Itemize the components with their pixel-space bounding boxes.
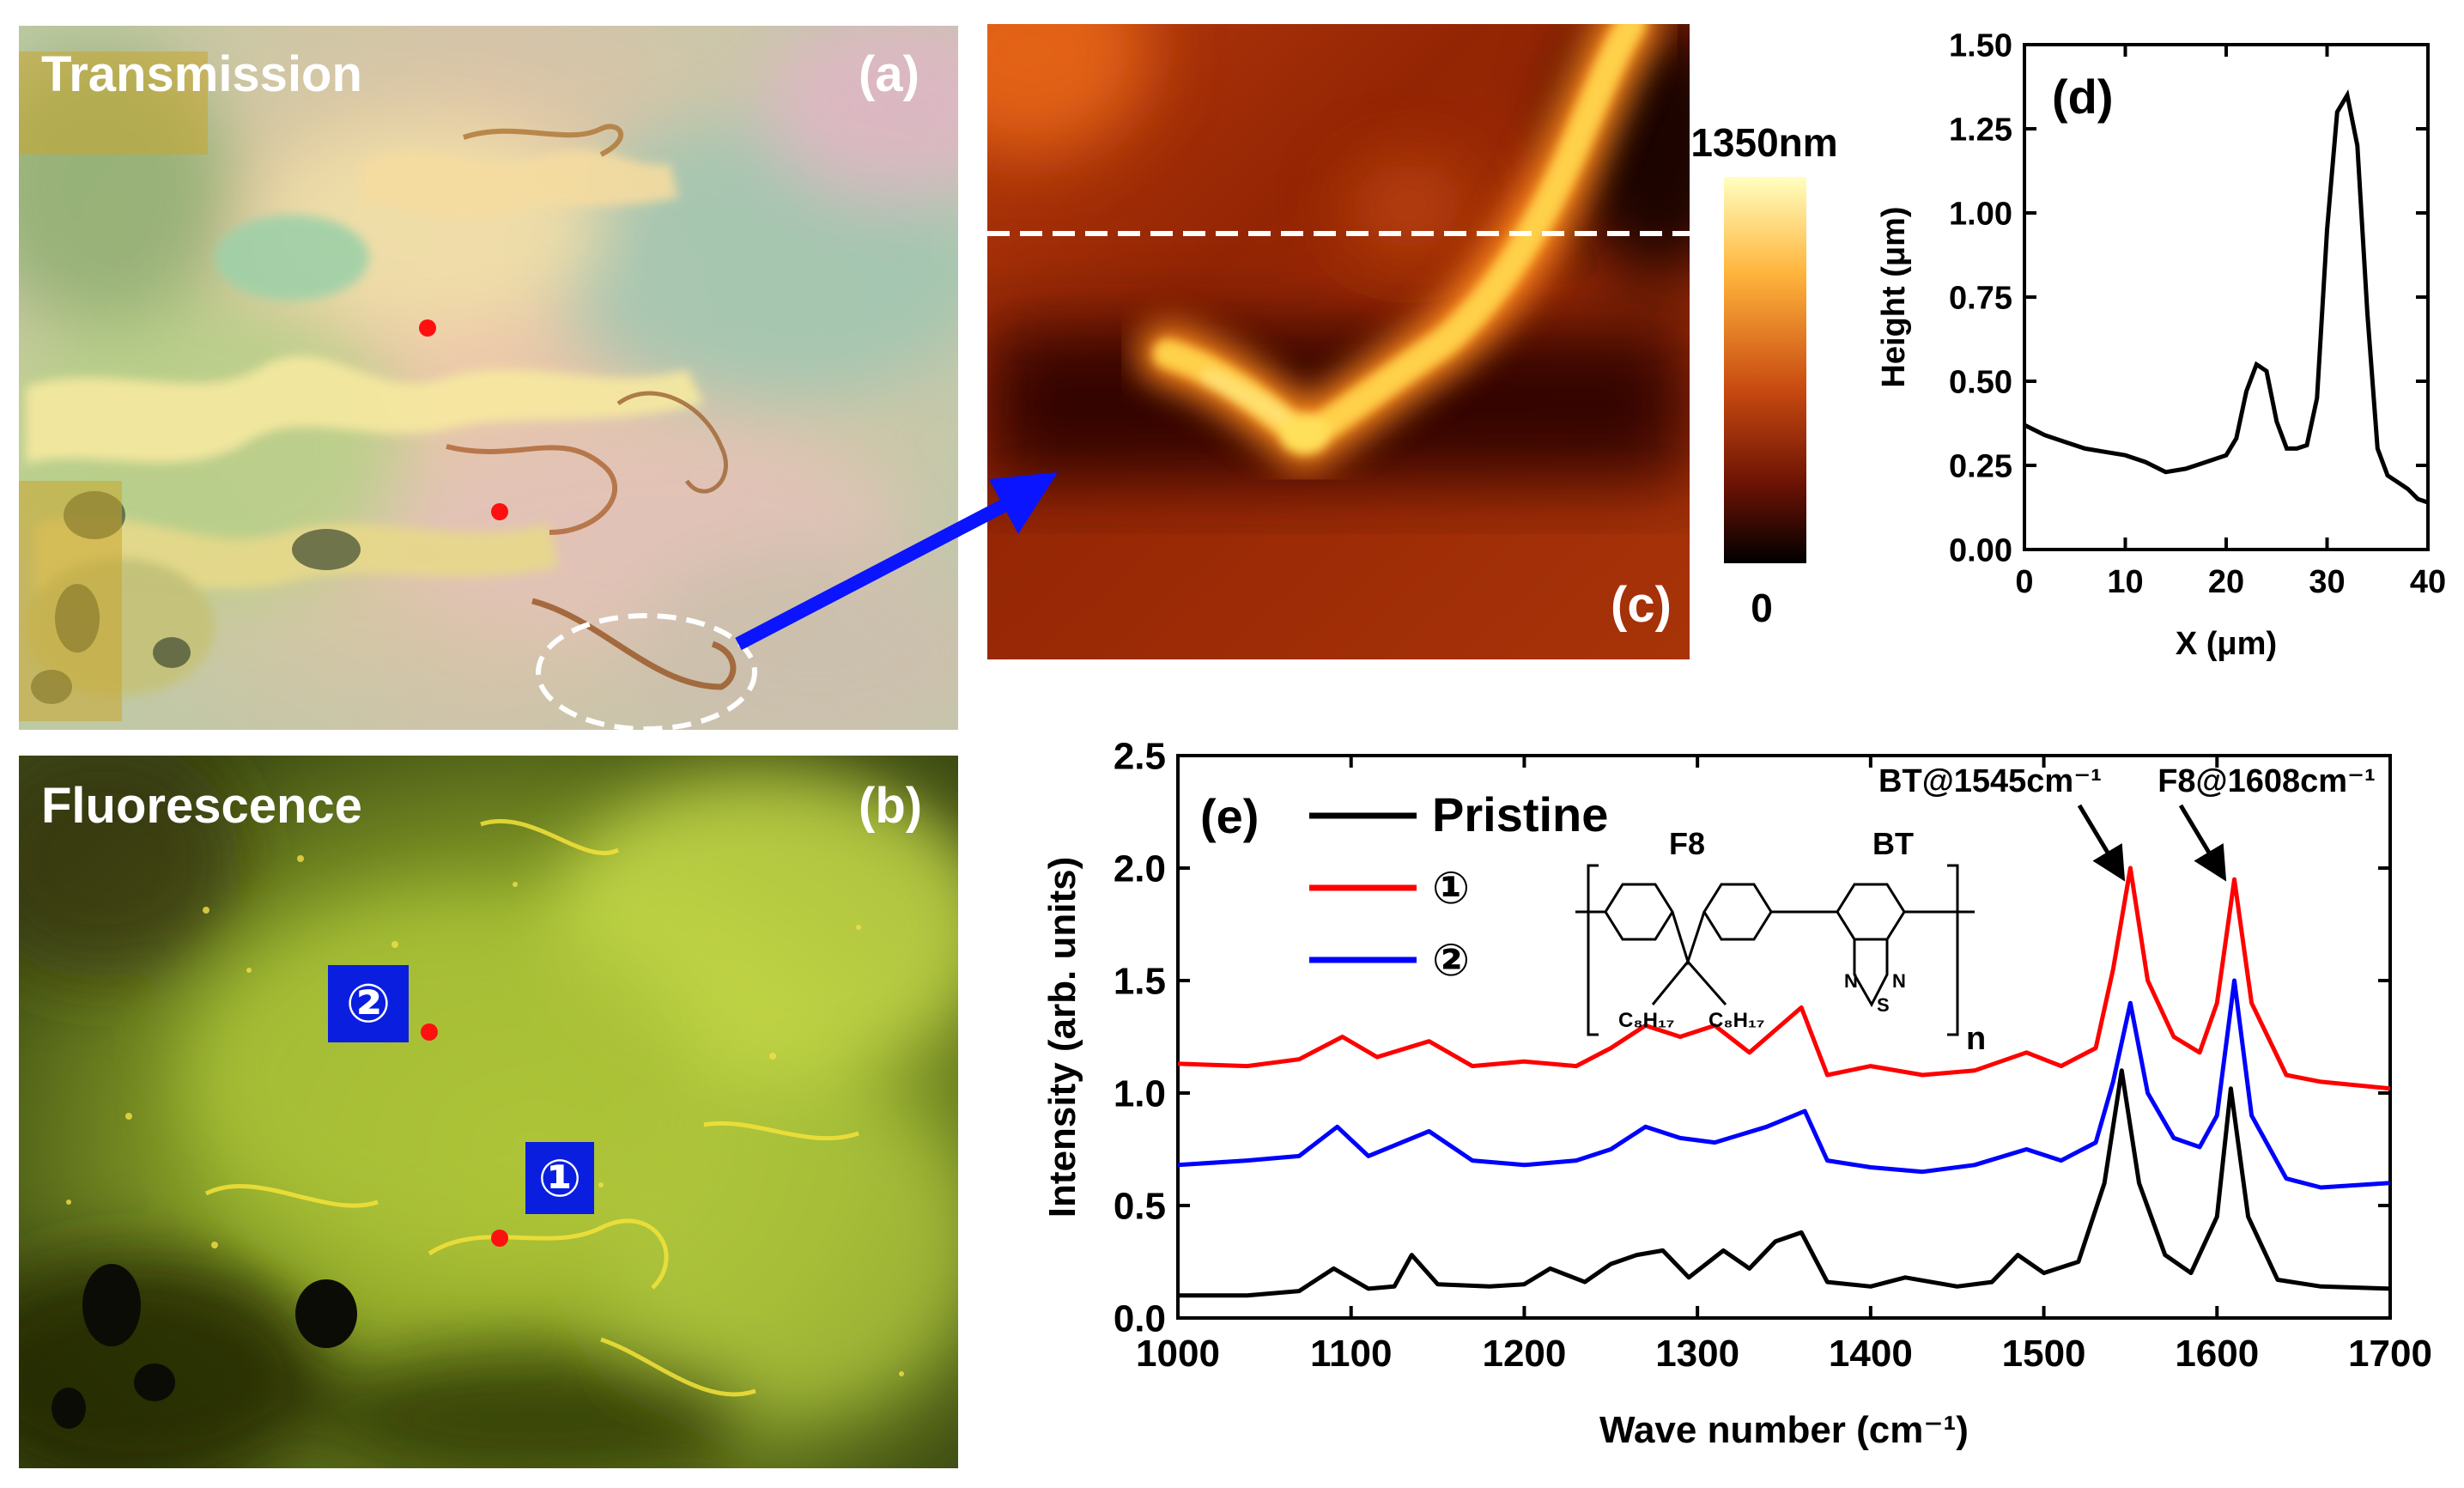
molecule-f8-label: F8 — [1669, 826, 1705, 861]
x-tick-label: 1100 — [1310, 1333, 1392, 1375]
measurement-dot-1-fl — [491, 1230, 508, 1247]
molecule-n-subscript: n — [1966, 1021, 1986, 1057]
molecule-sub-2: C₈H₁₇ — [1708, 1009, 1764, 1032]
panel-d-label: (d) — [2052, 70, 2114, 124]
zoom-arrow-head — [989, 472, 1058, 534]
panel-e-label: (e) — [1200, 789, 1259, 843]
molecule-bt-label: BT — [1872, 826, 1914, 861]
marker-1-box — [525, 1142, 594, 1214]
x-tick-label: 30 — [2309, 564, 2345, 600]
colorbar-min-label: 0 — [1751, 586, 1773, 630]
molecule-structure: F8 BT S N N C₈H₁₇ C₈H₁₇ n — [1575, 826, 1986, 1057]
panel-a: Transmission (a) — [19, 26, 958, 730]
y-tick-label: 1.0 — [1114, 1072, 1166, 1114]
colorbar: 1350nm 0 — [1690, 120, 1837, 630]
legend-label-spot-2: ② — [1432, 936, 1470, 986]
profile-series-line — [2024, 88, 2428, 505]
legend-label-pristine: Pristine — [1432, 787, 1608, 841]
plot-d-frame — [2023, 43, 2430, 551]
x-tick-label: 1300 — [1655, 1333, 1739, 1375]
x-tick-label: 40 — [2410, 564, 2446, 600]
plot-d-ticks: 0 10 20 30 40 0.00 0.25 0.50 0.75 1.00 1.25 1.50 — [1949, 27, 2446, 600]
panel-e: 1000 1100 1200 1300 1400 1500 1600 1700 0.0 0.5 1.… — [1041, 735, 2432, 1451]
x-tick-label: 1600 — [2175, 1333, 2259, 1375]
y-tick-label: 1.50 — [1949, 27, 2012, 64]
annotation-bt-peak: BT@1545cm⁻¹ — [1878, 763, 2102, 799]
marker-2-box — [328, 965, 409, 1042]
molecule-s-atom: S — [1877, 994, 1890, 1016]
x-tick-label: 1400 — [1829, 1333, 1913, 1375]
panel-d: 0 10 20 30 40 0.00 0.25 0.50 0.75 1.00 1.25 1.50 (d… — [1876, 27, 2446, 662]
annotation-bt-arrow — [2077, 804, 2126, 882]
plot-e-xlabel: Wave number (cm⁻¹) — [1599, 1409, 1969, 1451]
molecule-n-atom-1: N — [1844, 970, 1858, 992]
series-line-spot-2 — [1178, 978, 2390, 1190]
x-tick-label: 1700 — [2348, 1333, 2432, 1375]
plot-e-frame — [1176, 754, 2392, 1320]
y-tick-label: 0.25 — [1949, 448, 2012, 484]
plot-e-series — [1178, 865, 2390, 1298]
measurement-dot-2-fl — [421, 1023, 438, 1041]
plot-d-xlabel: X (μm) — [2176, 626, 2277, 662]
region-highlight-ellipse — [536, 613, 757, 730]
annotation-f8-arrow — [2178, 804, 2227, 882]
panel-b: ② ① Fluorescence (b) — [19, 756, 958, 1468]
y-tick-label: 1.00 — [1949, 196, 2012, 232]
y-tick-label: 0.5 — [1114, 1185, 1166, 1227]
plot-e-ticks: 1000 1100 1200 1300 1400 1500 1600 1700 0.0 0.5 1.… — [1114, 735, 2432, 1375]
x-tick-label: 20 — [2208, 564, 2244, 600]
series-line-spot-1 — [1178, 865, 2390, 1091]
plot-e-legend: Pristine ① ② — [1309, 787, 1608, 986]
afm-image — [987, 24, 1690, 659]
fluorescence-image: ② ① — [19, 756, 958, 1468]
transmission-image — [19, 26, 958, 730]
x-tick-label: 10 — [2107, 564, 2143, 600]
y-tick-label: 2.5 — [1114, 735, 1166, 777]
y-tick-label: 0.0 — [1114, 1297, 1166, 1339]
series-line-pristine — [1178, 1068, 2390, 1298]
plot-e-ylabel: Intensity (arb. units) — [1041, 857, 1083, 1218]
x-tick-label: 1500 — [2002, 1333, 2086, 1375]
x-tick-label: 1200 — [1482, 1333, 1566, 1375]
annotation-f8-peak: F8@1608cm⁻¹ — [2158, 763, 2376, 799]
panel-b-title: Fluorescence — [41, 778, 362, 834]
molecule-n-atom-2: N — [1892, 970, 1906, 992]
y-tick-label: 1.25 — [1949, 112, 2012, 148]
panel-b-label: (b) — [859, 778, 922, 834]
zoom-arrow-shaft — [735, 489, 1025, 651]
molecule-sub-1: C₈H₁₇ — [1618, 1009, 1674, 1032]
measurement-dot-2 — [491, 503, 508, 520]
y-tick-label: 0.50 — [1949, 364, 2012, 400]
x-tick-label: 0 — [2015, 564, 2033, 600]
panel-a-title: Transmission — [41, 46, 362, 102]
colorbar-gradient — [1724, 177, 1806, 563]
legend-label-spot-1: ① — [1432, 864, 1470, 914]
y-tick-label: 0.00 — [1949, 532, 2012, 568]
colorbar-max-label: 1350nm — [1690, 120, 1837, 165]
y-tick-label: 0.75 — [1949, 280, 2012, 316]
panel-a-label: (a) — [859, 46, 919, 102]
y-tick-label: 1.5 — [1114, 960, 1166, 1002]
marker-2-label: ② — [346, 975, 391, 1034]
panel-c-label: (c) — [1611, 577, 1672, 633]
measurement-dot-1 — [419, 319, 436, 337]
plot-d-ylabel: Height (μm) — [1876, 206, 1912, 387]
marker-1-label: ① — [538, 1150, 582, 1207]
panel-c: (c) 1350nm 0 — [735, 24, 1838, 659]
x-tick-label: 1000 — [1136, 1333, 1220, 1375]
y-tick-label: 2.0 — [1114, 847, 1166, 890]
